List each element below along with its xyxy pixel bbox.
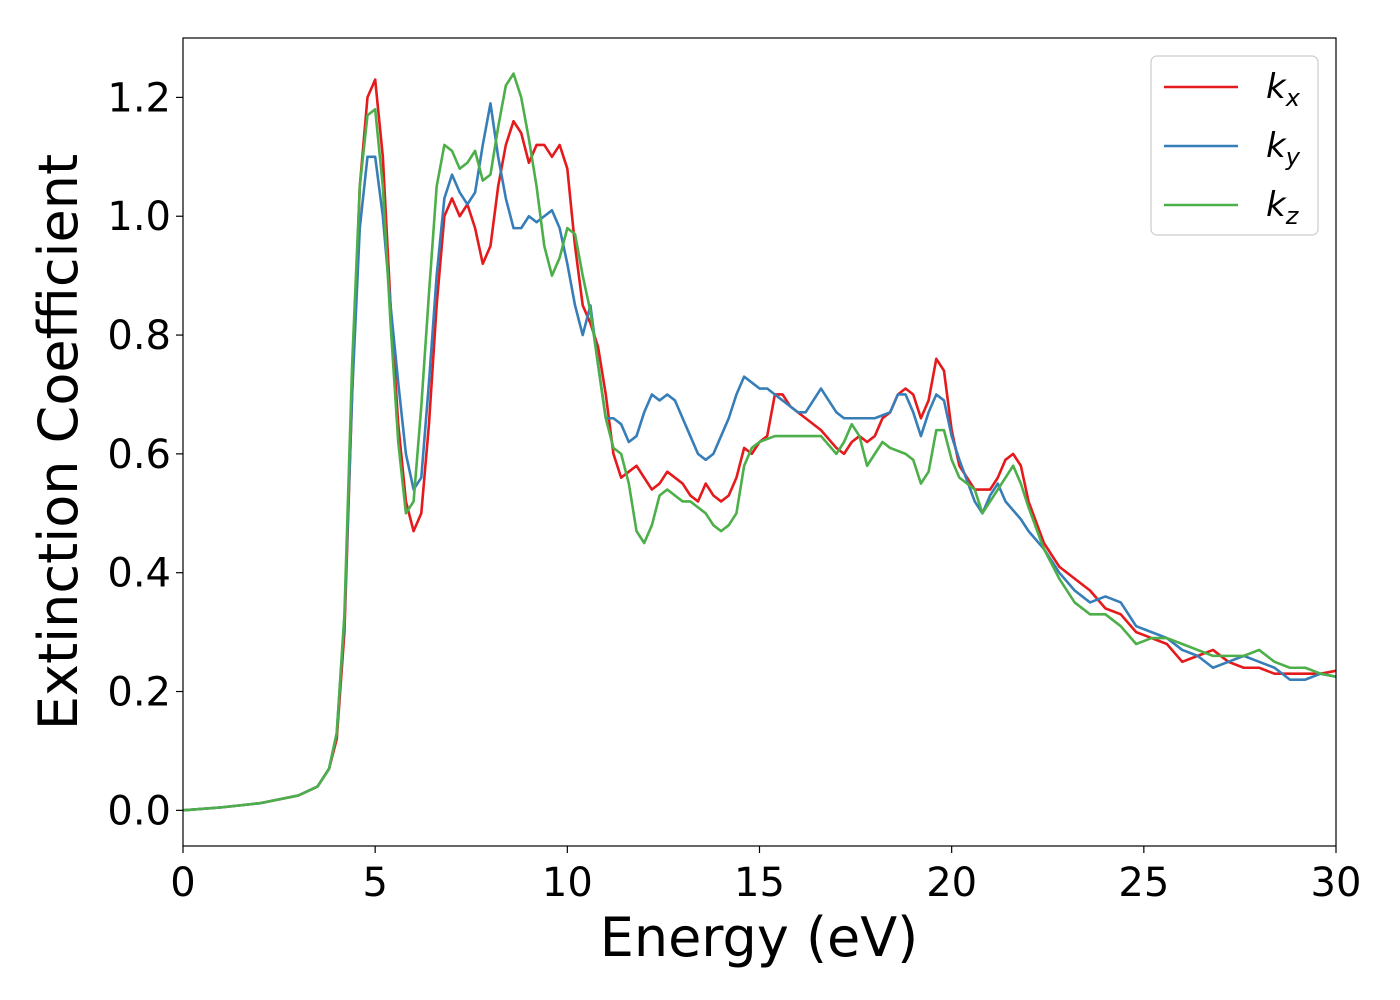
x-axis: 0 5 10 15 20 25 30 [170,846,1361,906]
y-tick-label: 0.8 [107,313,171,359]
x-axis-title: Energy (eV) [600,906,919,969]
y-axis-title: Extinction Coefficient [27,154,90,730]
series-line-y [183,102,1336,812]
plot-area [183,72,1336,812]
y-tick-label: 0.0 [107,788,171,834]
x-tick-label: 25 [1118,860,1169,906]
legend-label-x: kx [1266,67,1301,112]
y-tick-label: 0.6 [107,432,171,478]
legend: kx ky kz [1150,55,1319,236]
legend-label-y: ky [1266,126,1301,171]
x-tick-label: 15 [734,860,785,906]
y-tick-label: 0.4 [107,551,171,597]
y-tick-label: 1.0 [107,194,171,240]
y-axis: 0.0 0.2 0.4 0.6 0.8 1.0 1.2 [107,75,183,834]
y-tick-label: 1.2 [107,75,171,121]
y-tick-label: 0.2 [107,670,171,716]
x-tick-label: 30 [1311,860,1362,906]
x-tick-label: 5 [362,860,387,906]
series-line-x [183,78,1336,812]
legend-label-z: kz [1266,185,1300,230]
x-tick-label: 10 [542,860,593,906]
x-tick-label: 0 [170,860,195,906]
x-tick-label: 20 [926,860,977,906]
series-line-z [183,72,1336,812]
